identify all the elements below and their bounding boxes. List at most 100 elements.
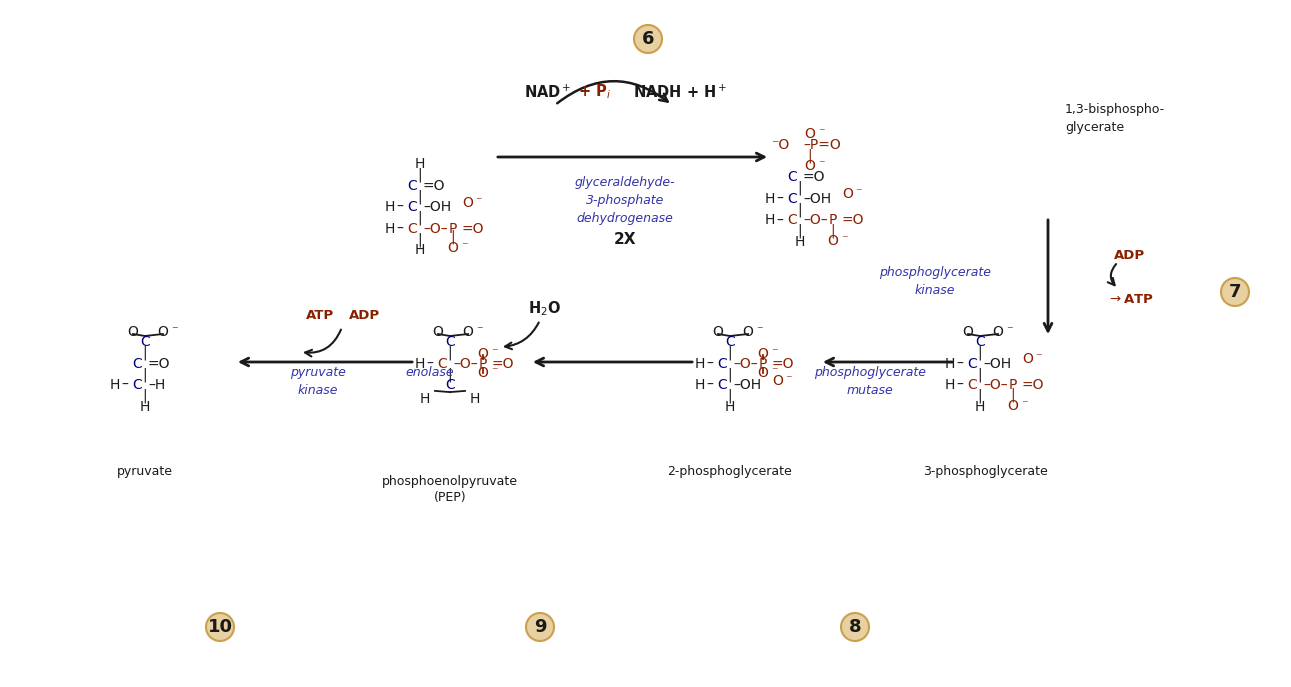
- Text: P: P: [759, 357, 767, 370]
- Text: O: O: [842, 188, 853, 201]
- Text: pyruvate: pyruvate: [290, 365, 346, 379]
- Text: |: |: [977, 346, 982, 360]
- Text: C: C: [788, 170, 797, 184]
- Text: ⁻: ⁻: [771, 346, 777, 359]
- Text: –: –: [777, 214, 784, 227]
- Text: O: O: [1007, 398, 1019, 413]
- Circle shape: [1221, 278, 1248, 306]
- Text: H: H: [945, 357, 955, 370]
- FancyArrowPatch shape: [558, 81, 667, 103]
- Text: –O–: –O–: [982, 378, 1007, 392]
- Text: |: |: [143, 346, 147, 360]
- Text: H: H: [414, 357, 425, 370]
- Text: O: O: [462, 196, 473, 210]
- Text: C: C: [407, 222, 417, 236]
- Text: glyceraldehyde-: glyceraldehyde-: [574, 175, 675, 188]
- Text: –: –: [396, 200, 403, 214]
- Text: –: –: [777, 192, 784, 206]
- Text: |: |: [448, 367, 452, 381]
- FancyArrowPatch shape: [305, 330, 341, 357]
- Text: C: C: [445, 378, 454, 392]
- Text: –: –: [957, 357, 963, 370]
- Text: ⁻: ⁻: [855, 187, 861, 199]
- Text: O: O: [804, 127, 816, 141]
- Text: H: H: [695, 378, 705, 392]
- Text: –OH: –OH: [423, 200, 451, 214]
- Text: H: H: [385, 200, 395, 214]
- Text: ⁻: ⁻: [170, 324, 177, 337]
- Text: O: O: [128, 325, 138, 339]
- Text: |: |: [418, 232, 422, 247]
- Circle shape: [525, 613, 554, 641]
- Text: C: C: [967, 378, 977, 392]
- Text: O: O: [742, 325, 754, 339]
- Text: –: –: [706, 378, 714, 392]
- Text: ⁻: ⁻: [1035, 351, 1042, 364]
- Text: C: C: [788, 214, 797, 227]
- Text: O: O: [432, 325, 443, 339]
- Text: H: H: [414, 243, 425, 258]
- Text: O: O: [772, 374, 782, 387]
- Text: ATP: ATP: [306, 308, 334, 322]
- Text: 10: 10: [208, 618, 232, 636]
- Text: C: C: [975, 335, 985, 349]
- Text: |: |: [418, 168, 422, 182]
- Text: –O–: –O–: [453, 357, 478, 370]
- Text: C: C: [445, 335, 454, 349]
- Text: 3-phosphate: 3-phosphate: [586, 194, 664, 207]
- Text: –OH: –OH: [803, 192, 831, 206]
- Text: =O: =O: [1022, 378, 1044, 392]
- Text: C: C: [132, 378, 142, 392]
- Text: H: H: [695, 357, 705, 370]
- Circle shape: [840, 613, 869, 641]
- Text: ⁻: ⁻: [771, 365, 777, 379]
- Text: phosphoglycerate: phosphoglycerate: [879, 265, 991, 278]
- Text: H: H: [414, 157, 425, 171]
- Text: 9: 9: [533, 618, 546, 636]
- Text: C: C: [717, 357, 727, 370]
- Text: =O: =O: [148, 357, 170, 370]
- Text: phosphoglycerate: phosphoglycerate: [815, 365, 926, 379]
- Text: $\rightarrow$ATP: $\rightarrow$ATP: [1106, 293, 1153, 306]
- Text: –OH: –OH: [982, 357, 1011, 370]
- Text: NADH + H$^+$: NADH + H$^+$: [633, 83, 727, 101]
- Text: O: O: [993, 325, 1003, 339]
- Text: –O–: –O–: [803, 214, 828, 227]
- Text: H: H: [945, 378, 955, 392]
- Text: C: C: [407, 200, 417, 214]
- Text: phosphoenolpyruvate: phosphoenolpyruvate: [382, 475, 518, 488]
- Text: ⁻: ⁻: [785, 373, 791, 386]
- Text: |: |: [451, 229, 456, 244]
- Text: –OH: –OH: [733, 378, 762, 392]
- Text: H: H: [764, 214, 775, 227]
- Text: |: |: [798, 203, 802, 217]
- Text: enolase: enolase: [405, 365, 454, 379]
- Text: P: P: [449, 222, 457, 236]
- Text: 2-phosphoglycerate: 2-phosphoglycerate: [667, 466, 793, 479]
- Text: |: |: [418, 211, 422, 225]
- Text: + P$_i$: + P$_i$: [578, 82, 612, 102]
- Text: ⁻: ⁻: [475, 324, 483, 337]
- Text: O: O: [478, 347, 488, 361]
- Text: ADP: ADP: [350, 308, 381, 322]
- Text: ⁻: ⁻: [491, 365, 497, 379]
- Text: |: |: [143, 389, 147, 403]
- Text: |: |: [728, 346, 732, 360]
- Text: O: O: [804, 159, 816, 173]
- Text: H: H: [470, 392, 480, 405]
- Text: –H: –H: [148, 378, 165, 392]
- Text: 3-phosphoglycerate: 3-phosphoglycerate: [923, 466, 1047, 479]
- Text: H: H: [110, 378, 120, 392]
- Text: dehydrogenase: dehydrogenase: [577, 212, 674, 225]
- Text: O: O: [462, 325, 474, 339]
- Text: =O: =O: [803, 170, 825, 184]
- Text: O: O: [1022, 352, 1033, 366]
- Text: =O: =O: [462, 222, 484, 236]
- Text: O: O: [713, 325, 723, 339]
- Text: =O: =O: [842, 214, 865, 227]
- Text: H: H: [139, 400, 150, 414]
- Text: 7: 7: [1229, 283, 1241, 301]
- Text: C: C: [141, 335, 150, 349]
- Text: NAD$^+$: NAD$^+$: [524, 83, 572, 101]
- Text: H: H: [385, 222, 395, 236]
